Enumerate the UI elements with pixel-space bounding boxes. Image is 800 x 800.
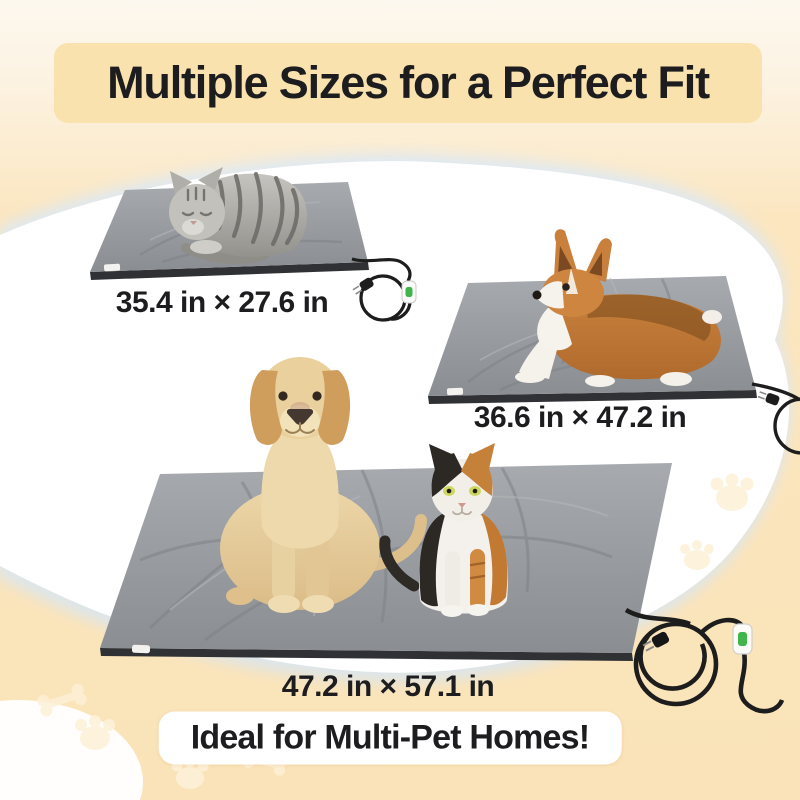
footer-badge: Ideal for Multi-Pet Homes! [158, 711, 622, 765]
title-banner: Multiple Sizes for a Perfect Fit [54, 43, 762, 123]
calico-cat [379, 443, 508, 617]
labrador-dog [220, 357, 427, 613]
size-label-medium-mat: 36.6 in × 47.2 in [473, 401, 687, 434]
power-plug-icon [642, 631, 670, 652]
medium-mat-power-cord [751, 382, 800, 455]
mat-tag [131, 644, 151, 654]
power-plug-icon [352, 277, 374, 295]
page-title: Multiple Sizes for a Perfect Fit [107, 57, 710, 108]
large-mat-scene [100, 357, 785, 714]
mat-tag [446, 387, 464, 396]
mat-tag [103, 263, 121, 272]
corgi-dog [515, 229, 722, 387]
blob-white-bottom-left [0, 700, 143, 800]
medium-mat-scene [428, 229, 800, 455]
large-mat-power-cord [624, 607, 785, 714]
size-label-large-mat: 47.2 in × 57.1 in [281, 670, 495, 703]
small-mat-scene [90, 167, 417, 322]
tabby-cat [169, 167, 307, 265]
size-label-small-mat: 35.4 in × 27.6 in [115, 286, 329, 319]
power-plug-icon [757, 391, 780, 406]
small-mat-power-cord [351, 257, 417, 322]
footer-badge-text: Ideal for Multi-Pet Homes! [190, 718, 590, 757]
paw-print-watermarks [75, 473, 754, 789]
